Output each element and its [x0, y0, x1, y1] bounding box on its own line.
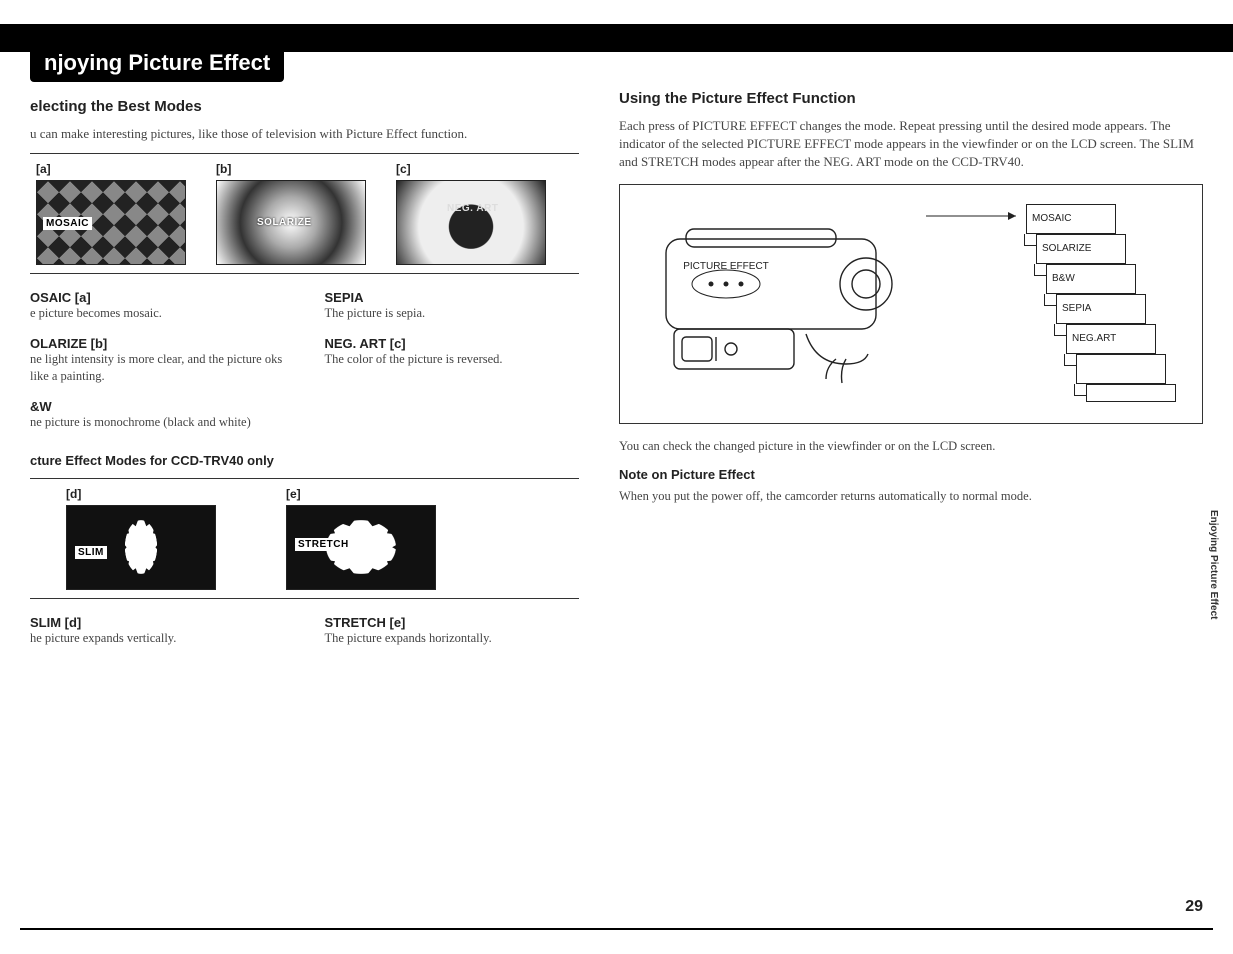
- defs-row-1: OSAIC [a] e picture becomes mosaic. OLAR…: [30, 290, 579, 445]
- note-heading: Note on Picture Effect: [619, 467, 1203, 482]
- fig-c-label: [c]: [396, 162, 411, 176]
- fig-b-label: [b]: [216, 162, 231, 176]
- figure-cell-a: [a] MOSAIC: [36, 162, 186, 265]
- mode-box-blank2: [1086, 384, 1176, 402]
- def-body: ne light intensity is more clear, and th…: [30, 351, 285, 385]
- mode-label: SOLARIZE: [1042, 243, 1091, 254]
- camcorder-illustration: PICTURE EFFECT: [636, 209, 956, 399]
- figure-cell-c: [c] NEG. ART: [396, 162, 546, 265]
- def-title: STRETCH [e]: [325, 615, 580, 630]
- fig-a-tag: MOSAIC: [43, 217, 92, 230]
- def-title: OLARIZE [b]: [30, 336, 285, 351]
- def-negart: NEG. ART [c] The color of the picture is…: [325, 336, 580, 368]
- connector-icon: [1024, 234, 1036, 246]
- side-tab: Enjoying Picture Effect: [1208, 510, 1219, 619]
- defs2-left-col: SLIM [d] he picture expands vertically.: [30, 615, 285, 661]
- def-title: SEPIA: [325, 290, 580, 305]
- def-body: The color of the picture is reversed.: [325, 351, 580, 368]
- mode-label: NEG.ART: [1072, 333, 1116, 344]
- def-stretch: STRETCH [e] The picture expands horizont…: [325, 615, 580, 647]
- page-number: 29: [1185, 898, 1203, 916]
- page-title-tab: njoying Picture Effect: [30, 46, 284, 82]
- page-columns: electing the Best Modes u can make inter…: [0, 0, 1233, 661]
- mode-label: SEPIA: [1062, 303, 1091, 314]
- figure-cell-b: [b] SOLARIZE: [216, 162, 366, 265]
- def-title: NEG. ART [c]: [325, 336, 580, 351]
- connector-icon: [1044, 294, 1056, 306]
- def-body: The picture is sepia.: [325, 305, 580, 322]
- def-body: e picture becomes mosaic.: [30, 305, 285, 322]
- fig-a-box: MOSAIC: [36, 180, 186, 265]
- mode-label: MOSAIC: [1032, 213, 1071, 224]
- figure-cell-e: [e] STRETCH: [286, 487, 436, 590]
- def-mosaic: OSAIC [a] e picture becomes mosaic.: [30, 290, 285, 322]
- right-caption: You can check the changed picture in the…: [619, 438, 1203, 456]
- connector-icon: [1074, 384, 1086, 396]
- fig-c-tag: NEG. ART: [447, 203, 498, 214]
- def-sepia: SEPIA The picture is sepia.: [325, 290, 580, 322]
- fig-e-tag: STRETCH: [295, 538, 352, 551]
- fig-c-box: NEG. ART: [396, 180, 546, 265]
- def-body: The picture expands horizontally.: [325, 630, 580, 647]
- left-intro: u can make interesting pictures, like th…: [30, 125, 579, 143]
- connector-icon: [1064, 354, 1076, 366]
- figure-cell-d: [d] SLIM: [66, 487, 216, 590]
- def-title: OSAIC [a]: [30, 290, 285, 305]
- mode-box-mosaic: MOSAIC: [1026, 204, 1116, 234]
- bottom-rule: [20, 928, 1213, 930]
- right-heading: Using the Picture Effect Function: [619, 90, 1203, 107]
- connector-icon: [1034, 264, 1046, 276]
- def-title: SLIM [d]: [30, 615, 285, 630]
- note-body: When you put the power off, the camcorde…: [619, 488, 1203, 506]
- defs-right-col: SEPIA The picture is sepia. NEG. ART [c]…: [325, 290, 580, 445]
- mode-label: B&W: [1052, 273, 1075, 284]
- fig-e-label: [e]: [286, 487, 301, 501]
- def-bw: &W ne picture is monochrome (black and w…: [30, 399, 285, 431]
- fig-e-box: STRETCH: [286, 505, 436, 590]
- trv40-heading: cture Effect Modes for CCD-TRV40 only: [30, 453, 579, 468]
- fig-d-tag: SLIM: [75, 546, 107, 559]
- camcorder-icon: PICTURE EFFECT: [636, 209, 956, 399]
- def-solarize: OLARIZE [b] ne light intensity is more c…: [30, 336, 285, 385]
- figure-row-2: [d] SLIM [e] STRETCH: [30, 478, 579, 599]
- right-column: Using the Picture Effect Function Each p…: [619, 20, 1203, 661]
- right-figure: PICTURE EFFECT MOSAIC SOLARIZE B&W SEPIA…: [619, 184, 1203, 424]
- left-column: electing the Best Modes u can make inter…: [30, 20, 579, 661]
- flower-icon: [117, 512, 165, 582]
- fig-d-label: [d]: [66, 487, 81, 501]
- defs-left-col: OSAIC [a] e picture becomes mosaic. OLAR…: [30, 290, 285, 445]
- fig-b-box: SOLARIZE: [216, 180, 366, 265]
- def-slim: SLIM [d] he picture expands vertically.: [30, 615, 285, 647]
- defs-row-2: SLIM [d] he picture expands vertically. …: [30, 615, 579, 661]
- def-body: he picture expands vertically.: [30, 630, 285, 647]
- mode-box-solarize: SOLARIZE: [1036, 234, 1126, 264]
- connector-icon: [1054, 324, 1066, 336]
- mode-box-blank1: [1076, 354, 1166, 384]
- fig-b-tag: SOLARIZE: [257, 217, 312, 228]
- defs2-right-col: STRETCH [e] The picture expands horizont…: [325, 615, 580, 661]
- mode-stack: MOSAIC SOLARIZE B&W SEPIA NEG.ART: [976, 204, 1186, 404]
- left-heading: electing the Best Modes: [30, 98, 579, 115]
- arrow-icon: [926, 210, 1026, 222]
- def-title: &W: [30, 399, 285, 414]
- fig-d-box: SLIM: [66, 505, 216, 590]
- right-intro: Each press of PICTURE EFFECT changes the…: [619, 117, 1203, 172]
- mode-box-bw: B&W: [1046, 264, 1136, 294]
- figure-row-1: [a] MOSAIC [b] SOLARIZE [c] NEG. ART: [30, 153, 579, 274]
- mode-box-sepia: SEPIA: [1056, 294, 1146, 324]
- mode-box-negart: NEG.ART: [1066, 324, 1156, 354]
- fig-a-label: [a]: [36, 162, 51, 176]
- def-body: ne picture is monochrome (black and whit…: [30, 414, 285, 431]
